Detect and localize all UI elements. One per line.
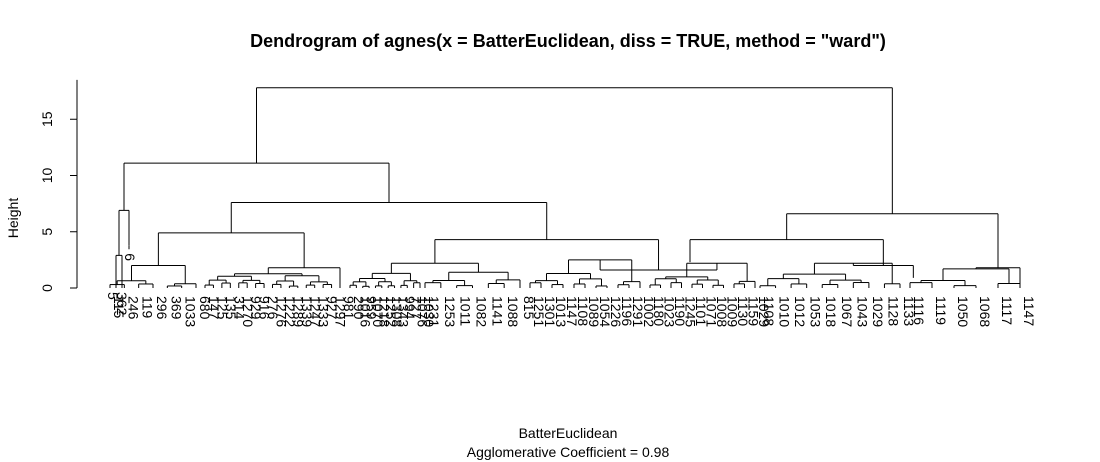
leaf-label: 276 [265, 296, 281, 320]
leaf-label: 119 [140, 296, 156, 319]
leaf-label: 1011 [458, 296, 474, 326]
leaf-label: 1147 [1021, 296, 1037, 326]
leaf-label: 1339 [299, 296, 315, 327]
leaf-label: 1089 [586, 296, 602, 327]
leaf-label: 290 [351, 296, 367, 320]
y-tick-label: 10 [39, 168, 55, 184]
leaf-label: 1180 [651, 296, 667, 326]
leaf-label: 1012 [792, 296, 808, 327]
leaf-label: 1133 [901, 296, 917, 326]
leaf-label: 6 [122, 253, 138, 261]
leaf-label: 1270 [240, 296, 256, 327]
leaf-label: 959 [364, 296, 380, 320]
leaf-label: 1226 [608, 296, 624, 327]
y-tick-label: 0 [39, 284, 55, 292]
leaf-label: 135 [223, 296, 239, 320]
leaf-label: 1147 [564, 296, 580, 326]
leaf-label: 994 [402, 296, 418, 320]
leaf-label: 1301 [542, 296, 558, 327]
leaf-label: 369 [168, 296, 184, 320]
leaf-label: 1030 [421, 296, 437, 327]
leaf-label: 727 [408, 296, 424, 320]
leaf-label: 1009 [725, 296, 741, 327]
leaf-label: 1029 [870, 296, 886, 327]
leaf-label: 1023 [662, 296, 678, 327]
leaf-label: 1008 [714, 296, 730, 327]
leaf-label: 362 [114, 292, 130, 316]
leaf-label: 1218 [376, 296, 392, 327]
leaf-label: 1071 [704, 296, 720, 327]
leaf-label: 1333 [316, 296, 332, 327]
leaf-label: 1276 [274, 296, 290, 327]
leaf-label: 1222 [282, 296, 298, 327]
leaf-label: 1016 [357, 296, 373, 327]
leaf-label: 1018 [823, 296, 839, 327]
leaf-label: 1033 [183, 296, 199, 327]
leaf-label: 1252 [383, 296, 399, 327]
leaf-label: 246 [125, 296, 141, 320]
leaf-label: 1070 [370, 296, 386, 327]
leaf-label: 1050 [955, 296, 971, 327]
leaf-label: 115 [111, 296, 127, 319]
leaf-label: 1251 [531, 296, 547, 327]
leaf-label: 1010 [777, 296, 793, 327]
dendrogram-tree [109, 87, 1021, 288]
leaf-label: 1247 [307, 296, 323, 327]
leaf-label: 981 [341, 296, 357, 320]
leaf-label: 1088 [505, 296, 521, 327]
leaf-label: 927 [324, 296, 340, 320]
leaf-label: 1190 [672, 296, 688, 326]
leaf-label: 296 [154, 296, 170, 320]
leaf-label: 1013 [553, 296, 569, 327]
leaf-label: 680 [197, 296, 213, 320]
leaf-label: 1076 [415, 296, 431, 327]
leaf-label: 1029 [756, 296, 772, 327]
leaf-label: 1068 [977, 296, 993, 327]
leaf-label: 1196 [619, 296, 635, 326]
y-tick-label: 15 [39, 111, 55, 127]
y-tick-label: 5 [39, 228, 55, 236]
leaf-label: 1117 [999, 296, 1015, 325]
leaf-label: 1308 [389, 296, 405, 327]
leaf-label: 1141 [489, 296, 505, 326]
leaf-label: 1043 [854, 296, 870, 327]
agglomerative-coefficient: Agglomerative Coefficient = 0.98 [467, 444, 670, 460]
leaf-label: 1119 [933, 296, 949, 325]
leaf-label: 1054 [597, 296, 613, 327]
leaf-label: 1245 [683, 296, 699, 327]
leaf-label: 1082 [474, 296, 490, 327]
leaf-label: 1130 [735, 296, 751, 326]
leaf-label: 1291 [630, 296, 646, 327]
leaf-label: 314 [231, 296, 247, 320]
x-axis-label: BatterEuclidean [519, 425, 618, 441]
leaf-label: 1116 [911, 296, 927, 325]
chart-title: Dendrogram of agnes(x = BatterEuclidean,… [250, 31, 886, 51]
leaf-label: 1297 [333, 296, 349, 327]
leaf-label: 1108 [761, 296, 777, 326]
leaf-label: 1343 [396, 296, 412, 327]
leaf-labels: 1152461192963691033680147125135314127092… [105, 253, 1037, 327]
leaf-label: 1108 [575, 296, 591, 326]
leaf-label: 125 [214, 296, 230, 320]
leaf-label: 1101 [693, 296, 709, 326]
leaf-label: 1053 [808, 296, 824, 327]
leaf-label: 5 [105, 292, 121, 300]
leaf-label: 929 [248, 296, 264, 320]
leaf-label: 1231 [426, 296, 442, 327]
leaf-label: 1289 [290, 296, 306, 327]
leaf-label: 147 [206, 296, 222, 320]
y-axis: 0 5 10 15 [39, 79, 78, 292]
leaf-label: 1128 [885, 296, 901, 326]
leaf-label: 1002 [641, 296, 657, 327]
leaf-label: 1067 [839, 296, 855, 327]
y-axis-label: Height [5, 198, 21, 239]
leaf-label: 815 [521, 296, 537, 320]
leaf-label: 916 [257, 296, 273, 320]
leaf-label: 1159 [746, 296, 762, 326]
leaf-label: 1253 [442, 296, 458, 327]
